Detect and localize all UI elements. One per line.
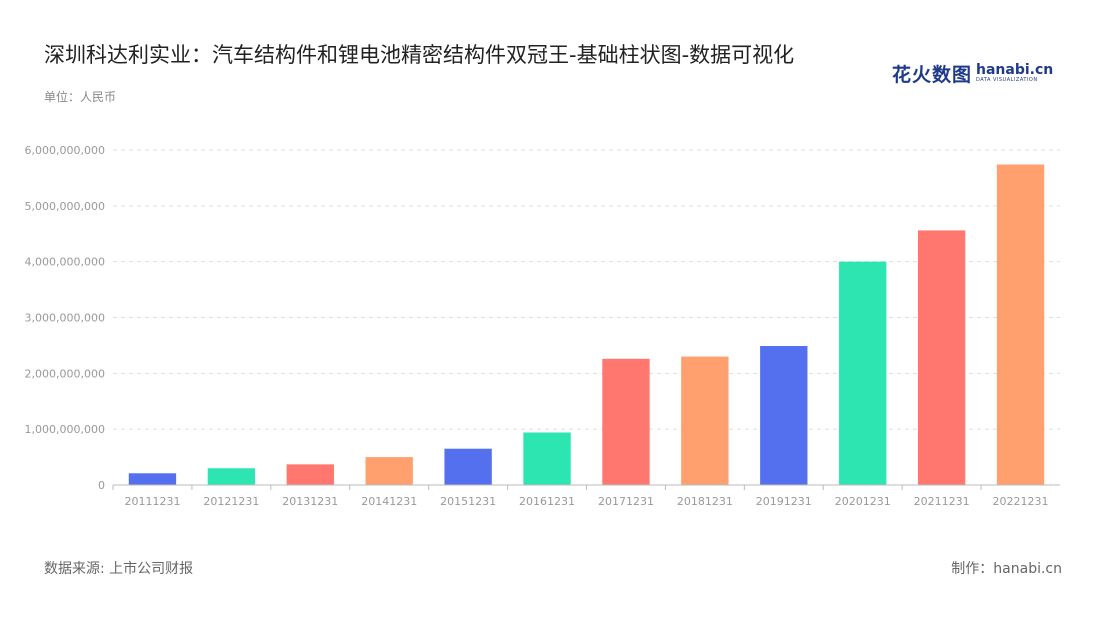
bar [128, 473, 177, 485]
page-title: 深圳科达利实业：汽车结构件和锂电池精密结构件双冠王-基础柱状图-数据可视化 [44, 43, 795, 67]
bar [207, 468, 256, 485]
bars [128, 164, 1045, 485]
brand-logo-sub: DATA VISUALIZATION [976, 77, 1038, 83]
x-tick-label: 20161231 [519, 495, 575, 508]
x-tick-label: 20121231 [203, 495, 259, 508]
bar [839, 261, 887, 485]
y-tick-label: 1,000,000,000 [25, 423, 105, 436]
x-tick-label: 20111231 [124, 495, 180, 508]
x-tick-label: 20171231 [598, 495, 654, 508]
x-tick-label: 20201231 [835, 495, 891, 508]
bar [602, 358, 650, 485]
brand-logo: 花火数图 hanabi.cn DATA VISUALIZATION [892, 60, 1053, 86]
bar [917, 230, 966, 485]
brand-logo-cn: 花火数图 [892, 63, 973, 86]
y-tick-label: 4,000,000,000 [25, 256, 105, 269]
brand-logo-en-group: hanabi.cn DATA VISUALIZATION [976, 63, 1053, 83]
x-tick-label: 20221231 [993, 495, 1049, 508]
y-tick-label: 5,000,000,000 [25, 200, 105, 213]
x-tick-label: 20181231 [677, 495, 733, 508]
x-tick-label: 20151231 [440, 495, 496, 508]
bar [365, 457, 413, 485]
x-tick-label: 20131231 [282, 495, 338, 508]
y-tick-label: 3,000,000,000 [25, 312, 105, 325]
bar [681, 356, 729, 485]
bar [286, 464, 334, 485]
source-note: 数据来源: 上市公司财报 [44, 561, 194, 577]
y-tick-label: 0 [98, 479, 105, 492]
x-axis-tick-labels: 20111231 20121231 20131231 20141231 20151231… [112, 485, 1049, 508]
grid-lines [113, 149, 1060, 430]
maker-note: 制作：hanabi.cn [951, 561, 1062, 577]
x-tick-label: 20141231 [361, 495, 417, 508]
y-tick-label: 6,000,000,000 [25, 144, 105, 157]
x-tick-label: 20191231 [756, 495, 812, 508]
bar [444, 448, 492, 485]
bar [996, 164, 1045, 485]
brand-logo-en: hanabi.cn [976, 62, 1054, 78]
y-axis-tick-labels: 0 1,000,000,000 2,000,000,000 3,000,000,000… [25, 144, 105, 492]
unit-label: 单位：人民币 [44, 90, 117, 104]
y-tick-label: 2,000,000,000 [25, 367, 105, 380]
bar [523, 432, 571, 485]
x-tick-label: 20211231 [914, 495, 970, 508]
bar [760, 345, 808, 485]
